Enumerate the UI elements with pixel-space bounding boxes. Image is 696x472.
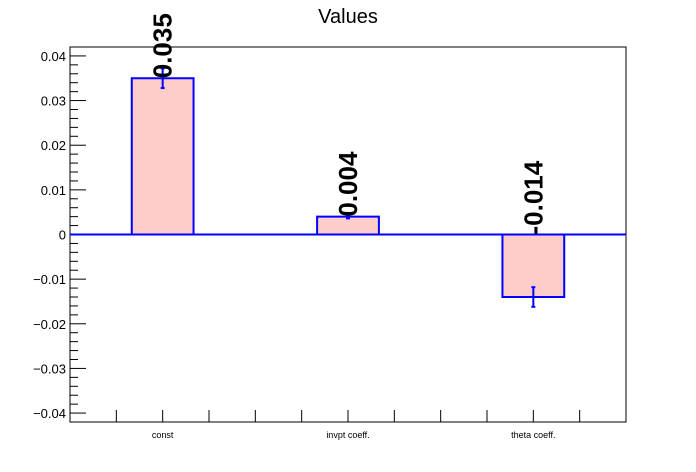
y-tick-label: −0.02 xyxy=(33,317,66,332)
y-tick-label: 0.02 xyxy=(41,138,66,153)
x-category-label: theta coeff. xyxy=(511,430,555,440)
y-tick-label: −0.04 xyxy=(33,406,66,421)
chart-title: Values xyxy=(318,6,378,28)
bars-group xyxy=(130,77,566,298)
x-category-label: invpt coeff. xyxy=(326,430,369,440)
y-tick-label: 0.03 xyxy=(41,94,66,109)
y-tick-label: −0.03 xyxy=(33,361,66,376)
x-category-label: const xyxy=(152,430,174,440)
y-tick-label: 0 xyxy=(59,228,66,243)
y-tick-label: −0.01 xyxy=(33,272,66,287)
data-label: -0.014 xyxy=(518,160,548,234)
y-tick-label: 0.04 xyxy=(41,49,66,64)
y-tick-label: 0.01 xyxy=(41,183,66,198)
data-label: 0.035 xyxy=(148,13,178,78)
bar xyxy=(130,77,195,236)
error-bars-group xyxy=(160,67,536,308)
data-labels-group: 0.035 0.004 -0.014 xyxy=(148,13,549,234)
data-label: 0.004 xyxy=(333,151,363,217)
x-axis: const invpt coeff. theta coeff. xyxy=(115,410,581,440)
